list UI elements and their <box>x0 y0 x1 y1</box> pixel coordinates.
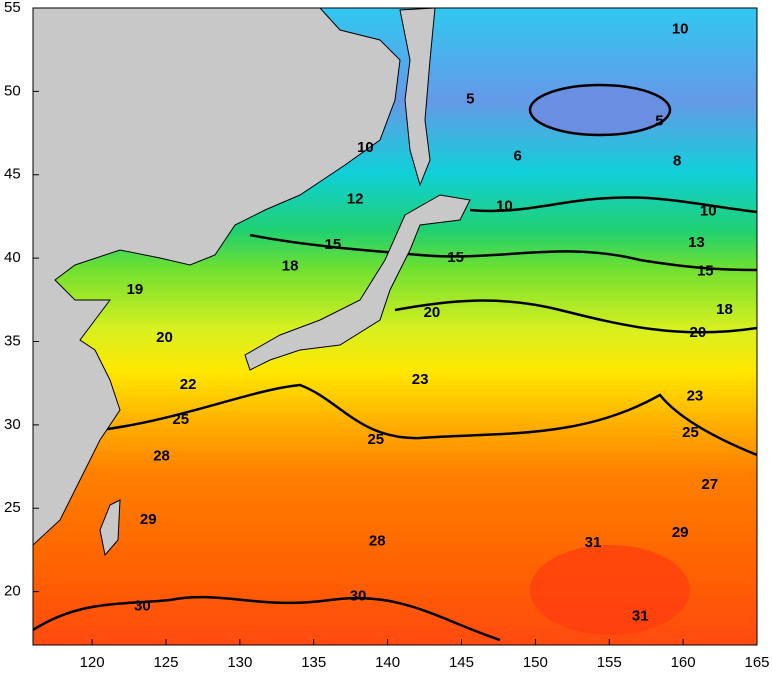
contour-label: 22 <box>180 376 197 393</box>
contour-label: 8 <box>673 152 681 169</box>
sakhalin <box>399 8 436 187</box>
y-tick-label: 20 <box>4 583 21 600</box>
y-tick-label: 50 <box>4 82 21 99</box>
plot-area <box>33 8 757 645</box>
contour-line <box>394 299 757 334</box>
contour-label: 6 <box>513 147 521 164</box>
x-tick-label: 130 <box>227 654 252 671</box>
y-tick-label: 35 <box>4 332 21 349</box>
x-tick-label: 125 <box>153 654 178 671</box>
contour-label: 10 <box>357 139 374 156</box>
contour-label: 29 <box>140 511 157 528</box>
contour-label: 13 <box>688 234 705 251</box>
x-tick-label: 160 <box>671 654 696 671</box>
contour-label: 31 <box>585 534 602 551</box>
contour-label: 5 <box>655 112 663 129</box>
contour-label: 30 <box>350 588 367 605</box>
contour-label: 20 <box>424 304 441 321</box>
contour-label: 29 <box>672 524 689 541</box>
x-tick-label: 145 <box>449 654 474 671</box>
contour-label: 20 <box>156 329 173 346</box>
contour-label: 15 <box>697 262 714 279</box>
y-tick-label: 45 <box>4 166 21 183</box>
contour-label: 10 <box>672 21 689 38</box>
contour-label: 20 <box>690 324 707 341</box>
contour-label: 18 <box>716 301 733 318</box>
contour-label: 5 <box>466 91 474 108</box>
contour-line <box>33 595 501 642</box>
contour-label: 27 <box>701 476 718 493</box>
contour-label: 10 <box>700 202 717 219</box>
continent <box>33 8 401 546</box>
land <box>33 8 471 557</box>
x-tick-label: 135 <box>301 654 326 671</box>
contour-label: 28 <box>153 448 170 465</box>
contour-label: 23 <box>412 371 429 388</box>
contour-label: 19 <box>127 281 144 298</box>
y-tick-label: 55 <box>4 0 21 16</box>
contour-label: 25 <box>172 411 189 428</box>
y-tick-label: 30 <box>4 416 21 433</box>
contour-label: 12 <box>347 191 364 208</box>
cold-pool <box>528 83 672 137</box>
contour-line <box>469 196 757 214</box>
contour-label: 10 <box>496 197 513 214</box>
contour-line <box>99 383 757 457</box>
contour-line <box>249 233 757 272</box>
contour-label: 15 <box>325 236 342 253</box>
japan <box>244 194 471 371</box>
contour-label: 23 <box>687 388 704 405</box>
x-tick-label: 150 <box>523 654 548 671</box>
contour-label: 31 <box>632 608 649 625</box>
x-tick-label: 165 <box>744 654 769 671</box>
taiwan <box>99 499 121 557</box>
contour-label: 18 <box>282 257 299 274</box>
y-tick-label: 25 <box>4 499 21 516</box>
contour-label: 30 <box>134 598 151 615</box>
frame <box>32 7 758 646</box>
contour-label: 25 <box>367 431 384 448</box>
y-tick-label: 40 <box>4 249 21 266</box>
warm-pool <box>530 545 690 635</box>
x-tick-label: 140 <box>375 654 400 671</box>
contour-label: 25 <box>682 424 699 441</box>
contour-lines <box>33 196 757 642</box>
contour-label: 28 <box>369 533 386 550</box>
contour-label: 15 <box>447 249 464 266</box>
x-tick-label: 155 <box>597 654 622 671</box>
x-tick-label: 120 <box>80 654 105 671</box>
